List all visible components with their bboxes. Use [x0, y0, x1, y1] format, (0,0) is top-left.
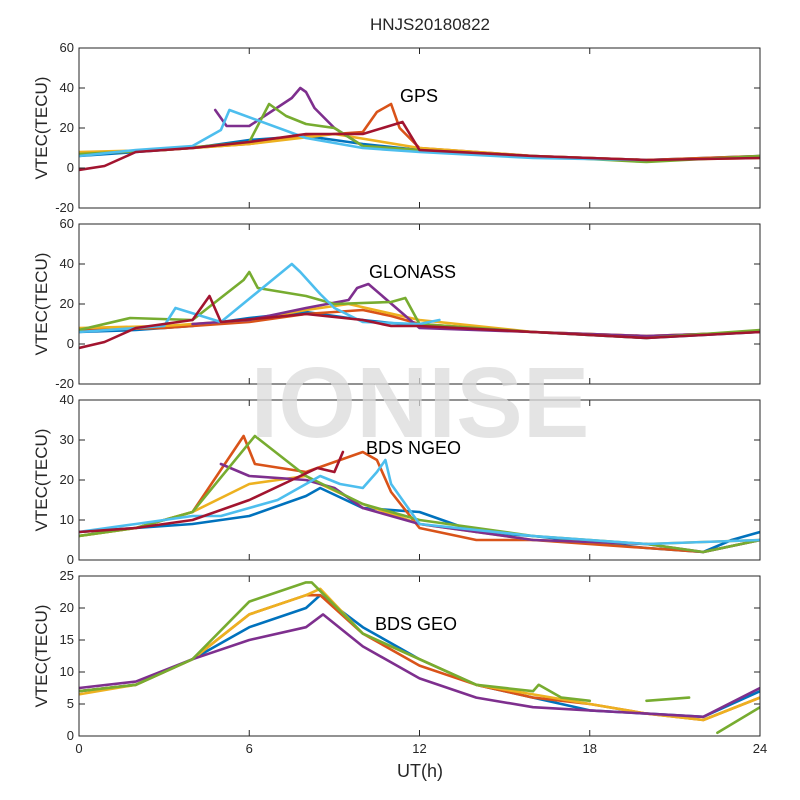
panel-4: 0 5 10 15 20 25 0 6 12 18 24 VTEC(TECU) BDS GEO	[32, 568, 767, 756]
y-tick-label: 0	[67, 336, 74, 351]
figure-title: HNJS20180822	[370, 15, 490, 34]
y-tick-label: 30	[60, 432, 74, 447]
series-line-7	[79, 450, 345, 534]
series-line-4	[79, 613, 760, 719]
series-line-6	[79, 262, 441, 334]
watermark: IONISE	[251, 347, 590, 459]
panel-annotation: GLONASS	[369, 262, 456, 282]
x-tick-label: 6	[246, 741, 253, 756]
y-tick-label: 20	[60, 600, 74, 615]
panel-3: 0 10 20 30 40 VTEC(TECU) BDS NGEO	[32, 392, 761, 567]
series-line-6	[79, 108, 648, 162]
series-line-7	[79, 120, 760, 172]
panel-1: -20 0 20 40 60 VTEC(TECU) GPS	[32, 40, 761, 215]
series-line-5	[79, 434, 760, 554]
series-line-5	[79, 581, 592, 703]
y-tick-label: 0	[67, 728, 74, 743]
y-tick-label: 0	[67, 552, 74, 567]
y-tick-label: -20	[55, 200, 74, 215]
y-tick-label: 60	[60, 40, 74, 55]
x-tick-label: 12	[412, 741, 426, 756]
series-group	[79, 581, 760, 735]
y-axis-label: VTEC(TECU)	[32, 605, 51, 708]
x-axis-label: UT(h)	[397, 761, 443, 781]
panel-2: -20 0 20 40 60 VTEC(TECU) GLONASS	[32, 216, 761, 391]
y-tick-label: 10	[60, 512, 74, 527]
y-tick-label: 5	[67, 696, 74, 711]
y-tick-label: 0	[67, 160, 74, 175]
y-tick-label: 60	[60, 216, 74, 231]
axes-frame	[78, 575, 761, 737]
x-tick-label: 18	[583, 741, 597, 756]
y-tick-label: 20	[60, 296, 74, 311]
panel-annotation: GPS	[400, 86, 438, 106]
panel-annotation: BDS GEO	[375, 614, 457, 634]
series-line-2	[79, 434, 760, 554]
series-group	[79, 262, 760, 350]
y-tick-label: 25	[60, 568, 74, 583]
panel-annotation: BDS NGEO	[366, 438, 461, 458]
axes-frame	[78, 47, 761, 209]
y-tick-label: 15	[60, 632, 74, 647]
y-axis-label: VTEC(TECU)	[32, 77, 51, 180]
series-line-7	[79, 294, 760, 350]
y-tick-label: 40	[60, 392, 74, 407]
series-group	[79, 434, 760, 554]
y-tick-label: -20	[55, 376, 74, 391]
y-tick-label: 10	[60, 664, 74, 679]
series-line-6	[716, 705, 760, 735]
y-axis-label: VTEC(TECU)	[32, 253, 51, 356]
y-tick-label: 20	[60, 472, 74, 487]
x-tick-label: 0	[75, 741, 82, 756]
y-axis-label: VTEC(TECU)	[32, 429, 51, 532]
series-line-7	[645, 696, 691, 703]
y-tick-label: 40	[60, 80, 74, 95]
y-tick-label: 20	[60, 120, 74, 135]
series-group	[79, 86, 760, 172]
y-tick-label: 40	[60, 256, 74, 271]
series-line-3	[79, 474, 760, 546]
x-tick-label: 24	[753, 741, 767, 756]
series-line-6	[79, 458, 760, 546]
